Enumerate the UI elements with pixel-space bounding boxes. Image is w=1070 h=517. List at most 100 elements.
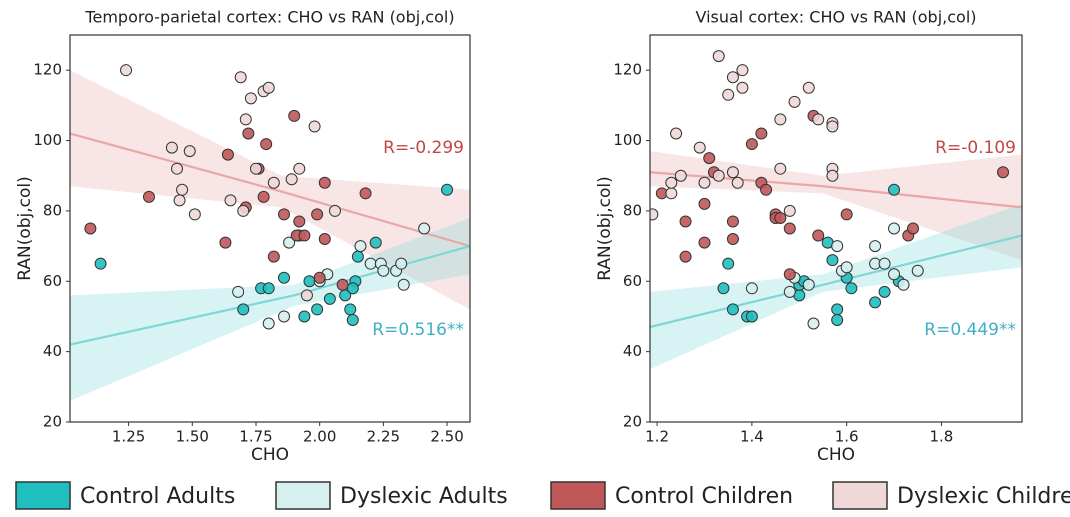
data-point [760,183,773,196]
x-axis-label: CHO [251,445,289,465]
data-point [722,257,735,270]
data-point [219,236,232,249]
chart-title: Temporo-parietal cortex: CHO vs RAN (obj… [84,8,454,27]
data-point [278,310,291,323]
data-point [176,183,189,196]
x-tick-label: 2.00 [303,428,336,446]
x-tick-label: 2.50 [430,428,463,446]
data-point [257,190,270,203]
y-tick-label: 60 [623,272,642,290]
data-point [308,120,321,133]
x-tick-label: 2.25 [367,428,400,446]
legend-swatch [15,481,71,510]
confidence-band [70,70,470,310]
y-tick-label: 40 [623,342,642,360]
data-point [313,271,326,284]
legend-swatch [550,481,606,510]
data-point [745,282,758,295]
data-point [712,169,725,182]
data-point [712,50,725,63]
data-point [726,71,739,84]
data-point [441,183,454,196]
data-point [221,148,234,161]
data-point [745,310,758,323]
data-point [142,190,155,203]
legend-swatch [275,481,331,510]
data-point [783,222,796,235]
legend-label: Dyslexic Adults [340,484,508,509]
data-point [278,271,291,284]
data-point [840,208,853,221]
data-point [736,81,749,94]
data-point [293,215,306,228]
data-point [726,215,739,228]
data-point [888,183,901,196]
data-point [323,292,336,305]
y-tick-label: 80 [623,201,642,219]
data-point [351,250,364,263]
data-point [878,257,891,270]
data-point [650,208,659,221]
data-point [262,81,275,94]
data-point [888,222,901,235]
data-point [418,222,431,235]
data-point [318,233,331,246]
data-point [670,127,683,140]
y-axis-label: RAN(obj,col) [15,176,35,281]
data-point [674,169,687,182]
data-point [783,285,796,298]
x-tick-label: 1.50 [176,428,209,446]
data-point [812,229,825,242]
data-point [344,303,357,316]
data-point [183,145,196,158]
data-point [736,64,749,77]
data-point [165,141,178,154]
data-point [745,138,758,151]
data-point [679,215,692,228]
data-point [239,113,252,126]
data-point [260,138,273,151]
data-point [802,81,815,94]
chart-title: Visual cortex: CHO vs RAN (obj,col) [695,8,976,27]
confidence-band [650,203,1022,370]
data-point [237,204,250,217]
y-tick-label: 100 [613,131,642,149]
data-point [783,204,796,217]
data-point [665,176,678,189]
y-tick-label: 80 [43,201,62,219]
data-point [171,162,184,175]
data-point [285,173,298,186]
data-point [807,317,820,330]
data-point [698,197,711,210]
y-tick-label: 120 [33,61,62,79]
data-point [278,208,291,221]
x-tick-label: 1.75 [239,428,272,446]
confidence-band [650,151,1022,261]
data-point [377,264,390,277]
data-point [869,240,882,253]
x-tick-label: 1.6 [835,428,859,446]
correlation-annotation: R=0.516** [372,320,464,340]
y-tick-label: 120 [613,61,642,79]
data-point [679,250,692,263]
data-point [774,162,787,175]
data-point [783,268,796,281]
data-point [346,282,359,295]
data-point [698,236,711,249]
data-point [298,310,311,323]
data-point [311,208,324,221]
plot-area [650,50,1022,370]
data-point [288,109,301,122]
data-point [237,303,250,316]
data-point [395,257,408,270]
data-point [311,303,324,316]
data-point [346,313,359,326]
data-point [831,240,844,253]
regression-line [70,132,470,248]
data-point [188,208,201,221]
data-point [717,282,730,295]
x-tick-label: 1.4 [740,428,764,446]
data-point [298,229,311,242]
data-point [755,127,768,140]
data-point [359,187,372,200]
